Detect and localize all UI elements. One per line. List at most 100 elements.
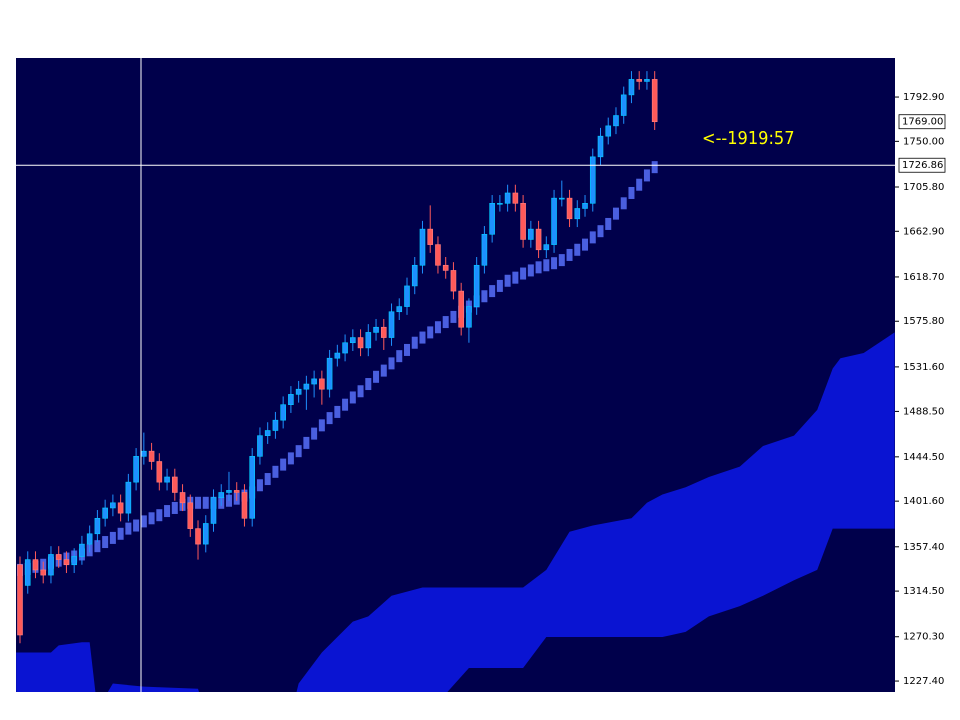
candle-body — [535, 228, 542, 251]
y-tick-label: 1357.40 — [903, 542, 944, 553]
candle-body — [102, 507, 108, 519]
base-line-block — [404, 343, 410, 356]
candle-body — [133, 456, 139, 483]
candle-body — [350, 337, 356, 344]
candle-body — [334, 352, 341, 359]
last-price-label: 1769.00 — [902, 117, 943, 128]
base-line-block — [349, 391, 356, 404]
base-line-block — [388, 357, 395, 370]
base-line-block — [171, 501, 178, 514]
candle-body — [380, 326, 387, 338]
candle-body — [303, 383, 310, 390]
candle-body — [543, 244, 550, 251]
candle-body — [311, 378, 317, 385]
candle-body — [79, 543, 85, 557]
candle-body — [357, 337, 364, 349]
base-line-block — [628, 186, 635, 199]
candle-body — [257, 435, 263, 457]
candle-body — [388, 311, 395, 338]
candle-body — [427, 228, 434, 245]
candle-body — [48, 554, 54, 576]
candle-body — [249, 456, 255, 519]
base-line-block — [481, 290, 488, 303]
candle-body — [71, 556, 77, 566]
base-line-block — [566, 248, 573, 261]
candle-body — [319, 378, 325, 390]
base-line-block — [597, 225, 604, 238]
candle-body — [210, 497, 217, 524]
base-line-block — [357, 385, 364, 398]
candle-body — [32, 559, 39, 571]
candle-body — [396, 306, 403, 313]
base-line-block — [264, 473, 271, 486]
candle-body — [411, 264, 418, 287]
candle-body — [435, 244, 441, 266]
base-line-block — [582, 238, 589, 251]
base-line-block — [202, 496, 209, 509]
candle-body — [636, 79, 643, 82]
candle-body — [419, 228, 426, 266]
base-line-block — [94, 540, 101, 553]
base-line-block — [605, 217, 612, 230]
base-line-block — [396, 350, 403, 363]
y-tick-label: 1270.30 — [903, 632, 944, 643]
candle-body — [125, 481, 132, 514]
candle-body — [117, 502, 124, 514]
base-line-block — [140, 515, 147, 528]
y-tick-label: 1314.50 — [903, 586, 944, 597]
candle-body — [582, 203, 588, 209]
candle-body — [264, 430, 271, 436]
candle-body — [17, 564, 23, 636]
candle-body — [504, 192, 511, 204]
candle-body — [520, 203, 526, 240]
base-line-block — [504, 274, 511, 287]
base-line-block — [411, 336, 418, 349]
base-line-block — [164, 505, 171, 518]
candle-body — [280, 404, 286, 421]
y-tick-label: 1227.40 — [903, 676, 944, 687]
base-line-block — [527, 264, 534, 277]
candle-body — [558, 197, 565, 200]
base-line-block — [620, 197, 627, 210]
base-line-block — [643, 169, 650, 182]
candle-body — [620, 94, 627, 116]
base-line-block — [256, 479, 263, 492]
base-line-block — [589, 231, 596, 244]
candle-body — [473, 264, 480, 307]
candle-body — [110, 502, 116, 509]
base-line-block — [380, 364, 387, 377]
base-line-block — [287, 452, 294, 465]
y-tick-label: 1575.80 — [903, 316, 944, 327]
base-line-block — [195, 496, 202, 509]
base-line-block — [419, 331, 426, 344]
base-line-block — [311, 427, 318, 440]
candle-body — [179, 492, 186, 504]
candle-body — [94, 517, 101, 535]
candle-body — [342, 342, 348, 354]
candle-body — [489, 203, 495, 235]
candle-body — [55, 554, 62, 560]
candle-body — [651, 79, 658, 123]
base-line-block — [109, 531, 116, 544]
base-line-block — [558, 254, 565, 267]
candle-body — [202, 523, 209, 545]
candle-body — [481, 233, 488, 266]
base-line-block — [427, 326, 434, 339]
crosshair-price-label: 1726.86 — [902, 160, 943, 171]
candle-body — [218, 492, 225, 498]
base-line-block — [133, 519, 140, 532]
y-tick-label: 1750.00 — [903, 136, 944, 147]
candle-body — [566, 197, 573, 220]
candle-body — [156, 461, 163, 483]
y-tick-label: 1531.60 — [903, 362, 944, 373]
y-tick-label: 1662.90 — [903, 226, 944, 237]
candle-body — [40, 569, 47, 576]
base-line-block — [551, 257, 558, 270]
last-price-box — [898, 114, 946, 130]
price-axis: 1227.40 1270.30 1314.50 1357.40 1401.60 1444.… — [895, 92, 946, 687]
candle-body — [551, 197, 557, 245]
candle-body — [241, 492, 248, 519]
base-line-block — [125, 522, 132, 535]
